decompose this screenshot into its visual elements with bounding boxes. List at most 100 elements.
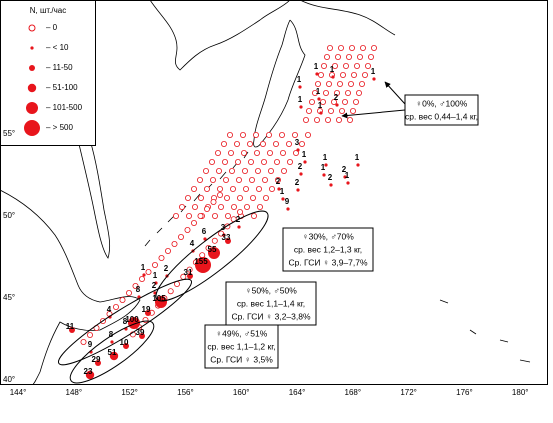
station-catch: [85, 370, 95, 380]
legend-box: [0, 0, 96, 146]
station-zero: [344, 90, 351, 97]
legend-marker: [29, 65, 35, 71]
station-zero: [280, 167, 287, 174]
station-catch: [95, 360, 101, 366]
station-catch: [128, 317, 140, 329]
station-label: 1: [141, 263, 146, 272]
station-zero: [320, 63, 327, 70]
station-zero: [208, 158, 215, 165]
station-label: 2: [298, 162, 303, 171]
station-zero: [234, 158, 241, 165]
station-label: 55: [208, 245, 217, 254]
station-zero: [186, 266, 193, 273]
station-zero: [273, 158, 280, 165]
station-catch: [139, 333, 145, 339]
station-catch: [315, 72, 319, 76]
station-label: 2: [295, 178, 300, 187]
station-catch: [208, 247, 220, 259]
station-catch: [296, 148, 300, 152]
legend-label: – 51-100: [46, 83, 78, 92]
station-zero: [261, 176, 268, 183]
station-zero: [197, 212, 204, 219]
station-catch: [237, 225, 241, 229]
station-label: 3: [295, 138, 300, 147]
legend-marker: [28, 24, 36, 32]
station-catch: [225, 238, 231, 244]
station-zero: [246, 140, 253, 147]
station-zero: [292, 149, 299, 156]
annotations: ♀0%, ♂100% ср. вес 0,44–1,4 кг, ♀30%, ♂70%…: [57, 81, 479, 384]
station-zero: [172, 212, 179, 219]
station-zero: [184, 226, 191, 233]
station-label: 1: [318, 101, 323, 110]
station-label: 2: [164, 264, 169, 273]
station-zero: [337, 45, 344, 52]
station-catch: [322, 173, 326, 177]
station-zero: [211, 237, 218, 244]
station-zero: [348, 45, 355, 52]
station-zero: [248, 176, 255, 183]
station-zero: [274, 176, 281, 183]
station-label: 29: [92, 355, 101, 364]
station-zero: [164, 247, 171, 254]
station-label: 8: [136, 285, 141, 294]
station-label: 1: [297, 75, 302, 84]
station-zero: [345, 54, 352, 61]
station-zero: [226, 131, 233, 138]
station-catch: [331, 75, 335, 79]
legend-label: – > 500: [46, 123, 73, 132]
station-zero: [242, 185, 249, 192]
station-label: 2: [334, 93, 339, 102]
station-zero: [352, 99, 359, 106]
station-catch: [286, 207, 290, 211]
station-zero: [223, 194, 230, 201]
station-zero: [333, 90, 340, 97]
station-zero: [317, 72, 324, 79]
station-zero: [358, 81, 365, 88]
station-label: 31: [184, 268, 193, 277]
station-label: 1: [355, 153, 360, 162]
station-label: 23: [84, 367, 93, 376]
station-catch: [372, 77, 376, 81]
legend: – 0 – < 10 – 11-50 – 51-100 – 101-500 – > 500: [24, 23, 83, 136]
legend-marker: [26, 102, 38, 114]
station-zero: [335, 117, 342, 124]
station-zero: [323, 54, 330, 61]
station-label: 8: [109, 330, 114, 339]
axis-labels: 144° 148° 152° 156° 160° 164° 168° 172° 176° 180°…: [3, 129, 528, 397]
station-zero: [278, 131, 285, 138]
station-zero: [339, 72, 346, 79]
station-zero: [167, 288, 174, 295]
annotation-box: [225, 281, 317, 326]
station-label: 4: [107, 305, 112, 314]
station-zero: [361, 72, 368, 79]
station-label: 10: [120, 338, 129, 347]
station-zero: [224, 212, 231, 219]
station-catch: [299, 105, 303, 109]
station-zero: [268, 185, 275, 192]
arrow: [384, 81, 406, 105]
lon-label: 152°: [121, 388, 138, 397]
legend-marker: [27, 83, 37, 93]
station-label: 2: [328, 173, 333, 182]
station-zero: [216, 185, 223, 192]
station-zero: [355, 90, 362, 97]
station-catch: [281, 197, 285, 201]
station-zero: [313, 117, 320, 124]
station-zero: [217, 203, 224, 210]
station-zero: [151, 261, 158, 268]
station-catch: [142, 273, 146, 277]
station-zero: [240, 149, 247, 156]
area-ellipse: [155, 210, 269, 302]
station-label: 2: [276, 177, 281, 186]
station-zero: [228, 167, 235, 174]
station-zero: [190, 185, 197, 192]
annotation-text: Ср. ГСИ ♀ 3,9–7,7%: [288, 257, 368, 267]
station-catch: [298, 85, 302, 89]
station-zero: [359, 45, 366, 52]
legend-marker: [30, 46, 34, 50]
station-zero: [350, 72, 357, 79]
station-catch: [187, 273, 193, 279]
station-zero: [298, 140, 305, 147]
